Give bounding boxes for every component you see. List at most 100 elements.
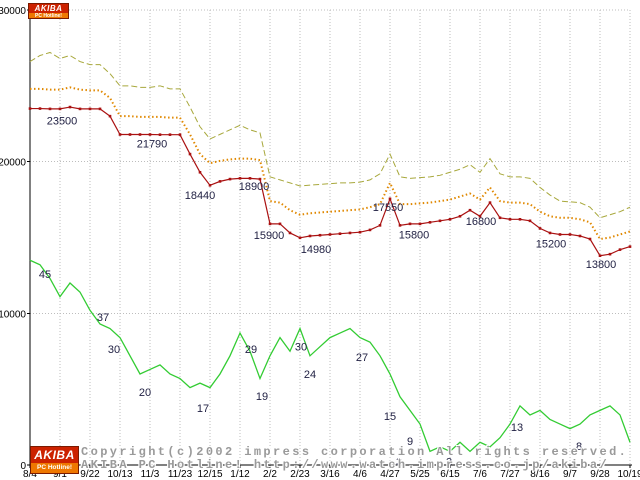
- series-marker: [288, 231, 292, 235]
- price-annotation: 17550: [373, 202, 404, 214]
- count-annotation: 24: [304, 369, 316, 381]
- x-tick-label: 12/15: [197, 469, 222, 480]
- x-tick-label: 6/15: [440, 469, 460, 480]
- series-marker: [138, 133, 142, 136]
- price-annotation: 15200: [536, 239, 567, 251]
- price-annotation: 18900: [239, 181, 270, 193]
- series-marker: [358, 230, 362, 234]
- x-tick-label: 9/22: [80, 469, 100, 480]
- series-marker: [518, 218, 522, 221]
- series-marker: [98, 107, 102, 111]
- series-marker: [318, 233, 322, 237]
- series-marker: [118, 133, 122, 136]
- series-marker: [298, 236, 302, 240]
- series-shop-count-green: [29, 259, 631, 453]
- x-tick-label: 4/6: [353, 469, 367, 480]
- series-marker: [618, 248, 622, 251]
- series-marker: [68, 105, 72, 109]
- price-annotation: 15900: [254, 230, 285, 242]
- series-marker: [338, 232, 342, 236]
- x-tick-label: 8/4: [23, 469, 37, 480]
- series-marker: [28, 107, 32, 110]
- y-tick-label: 0: [20, 461, 26, 472]
- count-annotation: 45: [39, 269, 51, 281]
- count-annotation: 29: [245, 344, 257, 356]
- count-annotation: 8: [576, 441, 582, 453]
- x-tick-label: 2/2: [263, 469, 277, 480]
- x-tick-label: 8/16: [530, 469, 550, 480]
- series-marker: [458, 214, 462, 218]
- price-annotation: 23500: [47, 116, 78, 128]
- count-annotation: 30: [295, 342, 307, 354]
- series-marker: [198, 170, 202, 174]
- akiba-logo-title: AKIBA: [29, 4, 68, 13]
- y-tick-label: 30000: [0, 6, 26, 17]
- series-marker: [88, 107, 92, 111]
- series-marker: [468, 208, 472, 212]
- price-annotation: 21790: [137, 138, 168, 150]
- price-annotation: 15800: [399, 229, 430, 241]
- x-tick-label: 10/13: [107, 469, 132, 480]
- x-tick-label: 5/25: [410, 469, 430, 480]
- series-marker: [538, 227, 542, 230]
- series-marker: [278, 222, 282, 226]
- x-tick-label: 10/19: [617, 469, 640, 480]
- copyright-line: Copyright(c)2002 impress corporation All…: [81, 445, 629, 459]
- akiba-pc-hotline-logo-top[interactable]: AKIBA PC Hotline!: [28, 3, 69, 19]
- series-marker: [478, 214, 482, 218]
- x-tick-label: 4/27: [380, 469, 400, 480]
- count-annotation: 15: [384, 411, 396, 423]
- count-annotation: 3: [396, 456, 402, 468]
- akiba-logo-subtitle: PC Hotline!: [31, 463, 78, 473]
- series-marker: [208, 184, 212, 187]
- series-marker: [508, 218, 512, 221]
- series-marker: [218, 180, 222, 183]
- series-marker: [128, 133, 132, 136]
- series-marker: [38, 107, 42, 110]
- series-marker: [328, 233, 332, 236]
- series-marker: [58, 107, 62, 111]
- series-marker: [388, 197, 392, 201]
- y-tick-label: 10000: [0, 309, 26, 320]
- akiba-logo-subtitle: PC Hotline!: [29, 13, 68, 18]
- count-annotation: 19: [256, 391, 268, 403]
- count-annotation: 13: [511, 422, 523, 434]
- series-marker: [438, 219, 442, 223]
- akiba-pc-hotline-logo-bottom[interactable]: AKIBA PC Hotline!: [30, 446, 79, 474]
- series-marker: [398, 224, 402, 227]
- series-marker: [178, 133, 182, 136]
- series-marker: [528, 219, 532, 223]
- series-marker: [378, 224, 382, 227]
- akiba-logo-title: AKIBA: [31, 447, 78, 463]
- series-marker: [598, 254, 602, 257]
- series-marker: [548, 231, 552, 235]
- series-marker: [568, 233, 572, 236]
- series-marker: [308, 234, 312, 238]
- count-annotation: 27: [356, 352, 368, 364]
- y-tick-label: 20000: [0, 158, 26, 169]
- series-marker: [48, 107, 52, 111]
- price-annotation: 18440: [185, 190, 216, 202]
- series-marker: [428, 221, 432, 224]
- series-marker: [268, 222, 272, 226]
- x-tick-label: 11/23: [168, 469, 193, 480]
- series-marker: [498, 216, 502, 220]
- series-marker: [418, 222, 422, 226]
- series-marker: [158, 133, 162, 136]
- x-tick-label: 7/27: [500, 469, 520, 480]
- x-tick-label: 3/16: [320, 469, 340, 480]
- series-marker: [578, 234, 582, 238]
- price-annotation: 16800: [466, 216, 497, 228]
- price-annotation: 13800: [586, 259, 617, 271]
- series-marker: [248, 177, 252, 180]
- series-marker: [188, 152, 192, 156]
- count-annotation: 30: [108, 344, 120, 356]
- series-marker: [168, 133, 172, 136]
- count-annotation: 37: [97, 312, 109, 324]
- series-marker: [228, 177, 232, 181]
- site-url-line: AKIBA PC Hotline! http://www.watch.impre…: [81, 458, 610, 472]
- x-tick-label: 9/7: [563, 469, 577, 480]
- series-marker: [448, 218, 452, 221]
